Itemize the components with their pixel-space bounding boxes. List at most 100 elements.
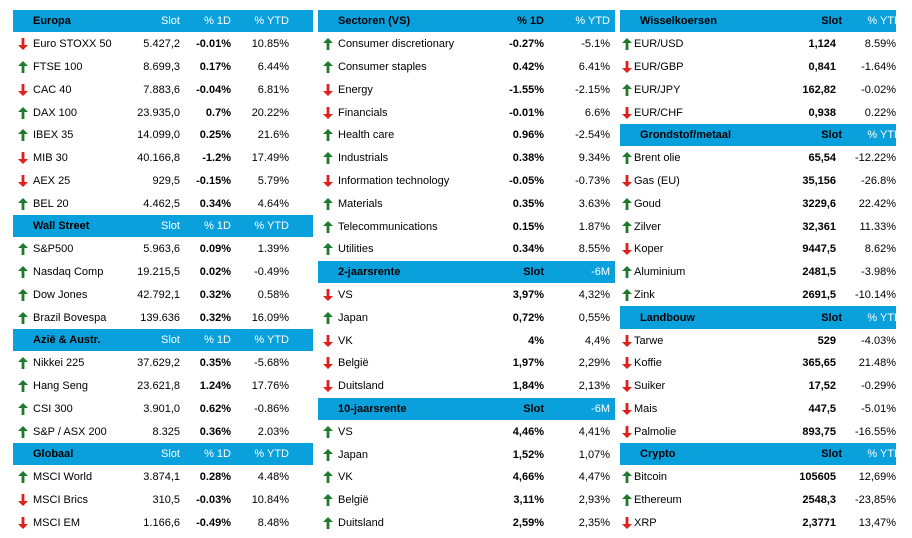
section-title: Azië & Austr. (33, 334, 101, 347)
instrument-name: Brent olie (634, 152, 681, 165)
value-cell: -0.49% (254, 266, 289, 279)
table-row: VK 4,66% 4,47% (318, 466, 615, 489)
arrow-down-icon (620, 380, 634, 393)
value-cell: 2.03% (257, 425, 289, 438)
value-cell: 0.32% (199, 311, 231, 324)
value-cell: 65,54 (808, 152, 836, 165)
value-cell: 17.76% (251, 380, 289, 393)
value-cell: -1.64% (861, 60, 896, 73)
value-cell: 21.48% (858, 357, 896, 370)
section-header: Azië & Austr. Slot % 1D % YTD (13, 329, 313, 352)
value-cell: 2,59% (512, 516, 544, 529)
table-row: Telecommunications 0.15% 1.87% (318, 215, 615, 238)
value-cell: 42.792,1 (137, 288, 180, 301)
table-row: S&P500 5.963,6 0.09% 1.39% (13, 238, 313, 261)
arrow-up-icon (318, 60, 338, 73)
instrument-name: Dow Jones (33, 288, 88, 301)
value-cell: 8.62% (864, 243, 896, 256)
value-cell: 7.883,6 (143, 83, 180, 96)
value-cell: -0.02% (861, 83, 896, 96)
table-row: Nasdaq Comp 19.215,5 0.02% -0.49% (13, 261, 313, 284)
column-header: Slot (161, 220, 180, 233)
column-header: Slot (161, 15, 180, 28)
table-row: Brent olie 65,54 -12.22% (620, 147, 896, 170)
value-cell: 105605 (799, 471, 836, 484)
instrument-name: EUR/USD (634, 38, 684, 51)
value-cell: 893,75 (802, 425, 836, 438)
column-header: Slot (821, 129, 842, 142)
value-cell: 1.24% (199, 380, 231, 393)
instrument-name: Mais (634, 402, 658, 415)
instrument-name: Energy (338, 83, 373, 96)
table-row: S&P / ASX 200 8.325 0.36% 2.03% (13, 420, 313, 443)
instrument-name: Tarwe (634, 334, 664, 347)
table-row: Aluminium 2481,5 -3.98% (620, 261, 896, 284)
arrow-up-icon (318, 494, 338, 507)
instrument-name: VS (338, 288, 353, 301)
instrument-name: Gas (EU) (634, 174, 680, 187)
value-cell: 0.35% (512, 197, 544, 210)
value-cell: 11.33% (859, 220, 897, 233)
value-cell: 0.96% (512, 129, 544, 142)
table-row: MSCI EM 1.166,6 -0.49% 8.48% (13, 512, 313, 535)
table-row: Health care 0.96% -2.54% (318, 124, 615, 147)
value-cell: 1.39% (257, 243, 289, 256)
value-cell: 3.901,0 (143, 402, 180, 415)
section-title: Globaal (33, 448, 74, 461)
value-cell: 9.34% (578, 152, 610, 165)
instrument-name: Industrials (338, 152, 389, 165)
value-cell: -1.55% (509, 83, 544, 96)
value-cell: 10.84% (251, 494, 289, 507)
table-row: FTSE 100 8.699,3 0.17% 6.44% (13, 56, 313, 79)
value-cell: 0.42% (512, 60, 544, 73)
value-cell: 0.25% (199, 129, 231, 142)
value-cell: -3.98% (861, 266, 896, 279)
arrow-down-icon (318, 83, 338, 96)
value-cell: 8.59% (864, 38, 896, 51)
value-cell: 3.874,1 (143, 471, 180, 484)
value-cell: 2,29% (578, 357, 610, 370)
column-header: % YTD (254, 220, 289, 233)
table-row: Koffie 365,65 21.48% (620, 352, 896, 375)
arrow-up-icon (13, 266, 33, 279)
instrument-name: FTSE 100 (33, 60, 83, 73)
instrument-name: Koffie (634, 357, 662, 370)
value-cell: -1.2% (202, 152, 231, 165)
value-cell: 365,65 (802, 357, 836, 370)
instrument-name: Japan (338, 311, 368, 324)
arrow-up-icon (13, 243, 33, 256)
table-row: AEX 25 929,5 -0.15% 5.79% (13, 170, 313, 193)
instrument-name: S&P500 (33, 243, 74, 256)
section-header: Landbouw Slot % YTD (620, 306, 902, 329)
value-cell: 0.34% (199, 197, 231, 210)
column-header: Slot (523, 402, 544, 415)
section-title: Wall Street (33, 220, 90, 233)
value-cell: 0.7% (205, 106, 231, 119)
value-cell: 0.38% (512, 152, 544, 165)
value-cell: -2.15% (575, 83, 610, 96)
arrow-up-icon (620, 471, 634, 484)
value-cell: 8.699,3 (143, 60, 180, 73)
table-row: Gas (EU) 35,156 -26.8% (620, 170, 896, 193)
table-row: Utilities 0.34% 8.55% (318, 238, 615, 261)
section-title: Sectoren (VS) (338, 15, 411, 28)
instrument-name: EUR/JPY (634, 83, 681, 96)
value-cell: 4.462,5 (143, 197, 180, 210)
instrument-name: MIB 30 (33, 152, 68, 165)
table-row: Bitcoin 105605 12,69% (620, 466, 896, 489)
value-cell: 8.48% (257, 516, 289, 529)
column-header: Slot (821, 311, 842, 324)
value-cell: 4,66% (512, 471, 544, 484)
table-row: Mais 447,5 -5.01% (620, 398, 896, 421)
arrow-down-icon (318, 288, 338, 301)
value-cell: -0.01% (196, 38, 231, 51)
value-cell: -12.22% (855, 152, 896, 165)
value-cell: 0,55% (578, 311, 610, 324)
table-row: Euro STOXX 50 5.427,2 -0.01% 10.85% (13, 33, 313, 56)
instrument-name: Aluminium (634, 266, 686, 279)
instrument-name: MSCI World (33, 471, 93, 484)
table-row: VS 3,97% 4,32% (318, 284, 615, 307)
arrow-up-icon (318, 38, 338, 51)
value-cell: 5.79% (257, 174, 289, 187)
value-cell: 3,97% (512, 288, 544, 301)
